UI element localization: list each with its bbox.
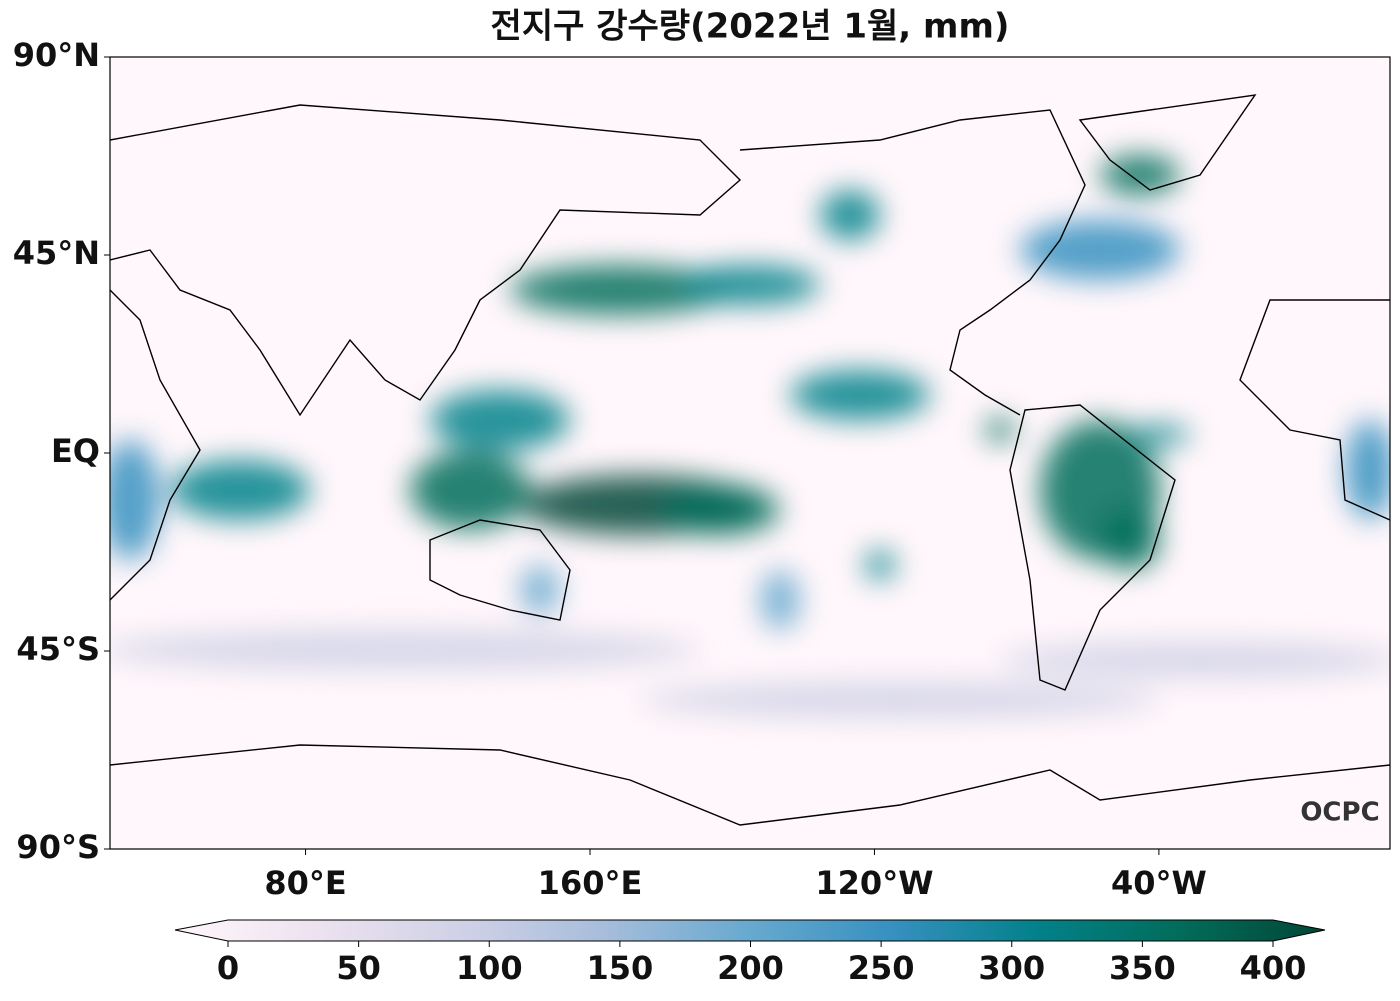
precip-blob xyxy=(170,460,310,520)
y-tick-label: EQ xyxy=(51,432,100,470)
coastline xyxy=(739,109,1086,416)
precip-blob xyxy=(1000,642,1390,678)
precip-blob xyxy=(520,565,560,615)
precip-blob xyxy=(660,485,780,535)
y-tick-label: 45°S xyxy=(16,630,100,668)
x-tick-label: 160°E xyxy=(538,864,643,902)
precip-blob xyxy=(680,265,820,305)
coastline xyxy=(1239,299,1390,521)
precip-field xyxy=(110,155,1390,718)
coastline xyxy=(1009,404,1176,691)
coastline xyxy=(1078,94,1257,191)
precip-blob xyxy=(1020,220,1180,280)
x-tick-label: 120°W xyxy=(815,864,933,902)
coastline xyxy=(110,104,742,417)
precip-blob xyxy=(1100,155,1180,195)
precip-blob xyxy=(820,190,880,240)
precip-blob xyxy=(1100,510,1160,570)
precip-blob xyxy=(110,630,700,670)
coastline xyxy=(429,519,571,621)
y-tick-label: 45°N xyxy=(13,234,100,272)
x-tick-label: 80°E xyxy=(264,864,346,902)
x-tick-label: 40°W xyxy=(1111,864,1207,902)
colorbar-tick-label: 100 xyxy=(456,949,523,987)
colorbar-tick-label: 300 xyxy=(978,949,1045,987)
colorbar-tick-label: 400 xyxy=(1240,949,1307,987)
colorbar-tick-label: 200 xyxy=(717,949,784,987)
precip-blob xyxy=(430,390,570,450)
watermark: OCPC xyxy=(1300,798,1379,828)
colorbar-tick-label: 50 xyxy=(336,949,381,987)
coastline xyxy=(110,744,1390,826)
colorbar-tick-label: 0 xyxy=(217,949,239,987)
precip-blob xyxy=(1345,420,1390,520)
precip-blob xyxy=(760,570,800,630)
chart-title: 전지구 강수량(2022년 1월, mm) xyxy=(491,7,1010,47)
precip-blob xyxy=(510,265,730,315)
colorbar-tick-label: 350 xyxy=(1109,949,1176,987)
precip-blob xyxy=(865,550,895,580)
colorbar xyxy=(174,919,1326,942)
colorbar-tick-label: 150 xyxy=(586,949,653,987)
coastline xyxy=(110,289,201,601)
colorbar-tick-label: 250 xyxy=(848,949,915,987)
map-background xyxy=(110,57,1390,849)
precip-blob xyxy=(410,450,530,530)
coastlines xyxy=(110,94,1390,826)
precip-blob xyxy=(640,682,1160,718)
precip-blob xyxy=(985,418,1015,442)
y-tick-label: 90°S xyxy=(16,828,100,866)
precip-blob xyxy=(790,370,930,420)
precip-blob xyxy=(110,440,160,560)
y-tick-label: 90°N xyxy=(13,36,100,74)
precip-blob xyxy=(1130,425,1190,445)
